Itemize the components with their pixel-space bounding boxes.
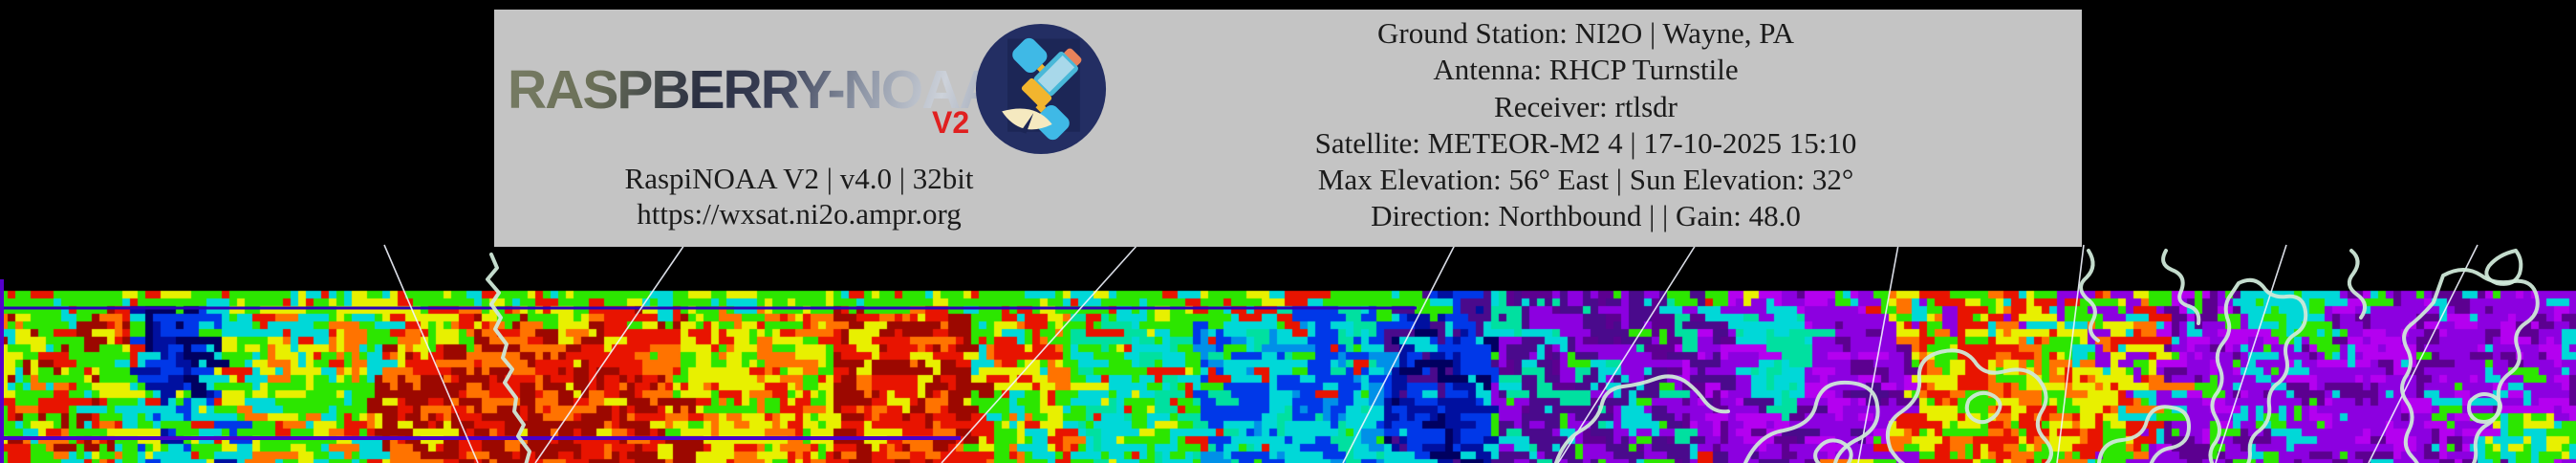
satellite-line: Satellite: METEOR-M2 4 | 17-10-2025 15:1… [1314,125,1857,160]
version-badge: V2 [932,105,970,140]
station-version-block: RaspiNOAA V2 | v4.0 | 32bit https://wxsa… [512,161,1086,232]
app-version-line: RaspiNOAA V2 | v4.0 | 32bit [624,162,974,195]
pass-info-block: Ground Station: NI2O | Wayne, PA Antenna… [1203,15,1968,235]
elevation-line: Max Elevation: 56° East | Sun Elevation:… [1317,163,1854,197]
station-url: https://wxsat.ni2o.ampr.org [637,197,962,231]
antenna-line: Antenna: RHCP Turnstile [1433,53,1739,87]
satellite-logo-icon [974,22,1108,156]
raspberry-noaa-wordmark: RASPBERRY-NOAA [508,59,998,121]
header-banner: RASPBERRY-NOAA V2 [494,10,2082,247]
ground-station-line: Ground Station: NI2O | Wayne, PA [1377,16,1794,50]
receiver-line: Receiver: rtlsdr [1494,89,1678,123]
direction-gain-line: Direction: Northbound | | Gain: 48.0 [1371,199,1801,233]
